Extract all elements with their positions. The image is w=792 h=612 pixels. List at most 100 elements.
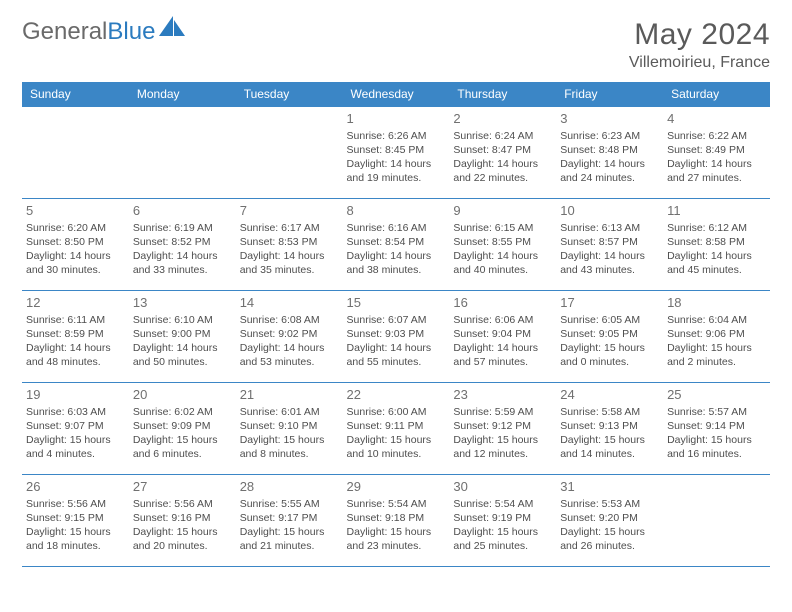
calendar-day-cell: 13Sunrise: 6:10 AMSunset: 9:00 PMDayligh… bbox=[129, 291, 236, 383]
sunrise-line: Sunrise: 5:58 AM bbox=[560, 405, 659, 419]
calendar-day-cell: 24Sunrise: 5:58 AMSunset: 9:13 PMDayligh… bbox=[556, 383, 663, 475]
sunset-line: Sunset: 8:47 PM bbox=[453, 143, 552, 157]
brand-sail-icon bbox=[159, 16, 187, 36]
sunrise-line: Sunrise: 5:56 AM bbox=[133, 497, 232, 511]
calendar-day-cell: 9Sunrise: 6:15 AMSunset: 8:55 PMDaylight… bbox=[449, 199, 556, 291]
calendar-day-cell: 6Sunrise: 6:19 AMSunset: 8:52 PMDaylight… bbox=[129, 199, 236, 291]
brand-text: GeneralBlue bbox=[22, 18, 155, 46]
calendar-week-row: 12Sunrise: 6:11 AMSunset: 8:59 PMDayligh… bbox=[22, 291, 770, 383]
calendar-day-cell: 16Sunrise: 6:06 AMSunset: 9:04 PMDayligh… bbox=[449, 291, 556, 383]
sunrise-line: Sunrise: 6:05 AM bbox=[560, 313, 659, 327]
month-title: May 2024 bbox=[629, 18, 770, 52]
sunrise-line: Sunrise: 5:56 AM bbox=[26, 497, 125, 511]
sunrise-line: Sunrise: 6:01 AM bbox=[240, 405, 339, 419]
sunset-line: Sunset: 9:03 PM bbox=[347, 327, 446, 341]
weekday-header: Monday bbox=[129, 82, 236, 107]
daylight-line: Daylight: 15 hours and 8 minutes. bbox=[240, 433, 339, 461]
day-number: 13 bbox=[133, 294, 232, 312]
calendar-day-cell: 3Sunrise: 6:23 AMSunset: 8:48 PMDaylight… bbox=[556, 107, 663, 199]
day-number: 5 bbox=[26, 202, 125, 220]
sunset-line: Sunset: 8:59 PM bbox=[26, 327, 125, 341]
weekday-header: Wednesday bbox=[343, 82, 450, 107]
calendar-day-cell: 10Sunrise: 6:13 AMSunset: 8:57 PMDayligh… bbox=[556, 199, 663, 291]
day-number: 29 bbox=[347, 478, 446, 496]
calendar-day-cell: 17Sunrise: 6:05 AMSunset: 9:05 PMDayligh… bbox=[556, 291, 663, 383]
sunrise-line: Sunrise: 6:22 AM bbox=[667, 129, 766, 143]
sunrise-line: Sunrise: 6:12 AM bbox=[667, 221, 766, 235]
sunset-line: Sunset: 9:02 PM bbox=[240, 327, 339, 341]
sunrise-line: Sunrise: 5:54 AM bbox=[347, 497, 446, 511]
sunset-line: Sunset: 9:04 PM bbox=[453, 327, 552, 341]
sunrise-line: Sunrise: 6:07 AM bbox=[347, 313, 446, 327]
brand-logo: GeneralBlue bbox=[22, 18, 187, 46]
calendar-day-cell: 26Sunrise: 5:56 AMSunset: 9:15 PMDayligh… bbox=[22, 475, 129, 567]
day-number: 21 bbox=[240, 386, 339, 404]
daylight-line: Daylight: 14 hours and 45 minutes. bbox=[667, 249, 766, 277]
calendar-day-cell: 11Sunrise: 6:12 AMSunset: 8:58 PMDayligh… bbox=[663, 199, 770, 291]
day-number: 11 bbox=[667, 202, 766, 220]
sunset-line: Sunset: 8:53 PM bbox=[240, 235, 339, 249]
title-block: May 2024 Villemoirieu, France bbox=[629, 18, 770, 72]
sunset-line: Sunset: 9:00 PM bbox=[133, 327, 232, 341]
day-number: 4 bbox=[667, 110, 766, 128]
day-number: 17 bbox=[560, 294, 659, 312]
sunrise-line: Sunrise: 6:10 AM bbox=[133, 313, 232, 327]
sunset-line: Sunset: 8:52 PM bbox=[133, 235, 232, 249]
sunrise-line: Sunrise: 5:57 AM bbox=[667, 405, 766, 419]
calendar-day-cell: 27Sunrise: 5:56 AMSunset: 9:16 PMDayligh… bbox=[129, 475, 236, 567]
sunrise-line: Sunrise: 6:16 AM bbox=[347, 221, 446, 235]
daylight-line: Daylight: 14 hours and 30 minutes. bbox=[26, 249, 125, 277]
sunset-line: Sunset: 9:10 PM bbox=[240, 419, 339, 433]
calendar-day-cell: 28Sunrise: 5:55 AMSunset: 9:17 PMDayligh… bbox=[236, 475, 343, 567]
calendar-week-row: 1Sunrise: 6:26 AMSunset: 8:45 PMDaylight… bbox=[22, 107, 770, 199]
daylight-line: Daylight: 15 hours and 20 minutes. bbox=[133, 525, 232, 553]
day-number: 10 bbox=[560, 202, 659, 220]
daylight-line: Daylight: 15 hours and 26 minutes. bbox=[560, 525, 659, 553]
calendar-day-cell: 18Sunrise: 6:04 AMSunset: 9:06 PMDayligh… bbox=[663, 291, 770, 383]
daylight-line: Daylight: 15 hours and 6 minutes. bbox=[133, 433, 232, 461]
calendar-day-cell bbox=[236, 107, 343, 199]
sunset-line: Sunset: 8:50 PM bbox=[26, 235, 125, 249]
calendar-day-cell: 30Sunrise: 5:54 AMSunset: 9:19 PMDayligh… bbox=[449, 475, 556, 567]
calendar-day-cell: 23Sunrise: 5:59 AMSunset: 9:12 PMDayligh… bbox=[449, 383, 556, 475]
calendar-day-cell: 14Sunrise: 6:08 AMSunset: 9:02 PMDayligh… bbox=[236, 291, 343, 383]
calendar-day-cell: 29Sunrise: 5:54 AMSunset: 9:18 PMDayligh… bbox=[343, 475, 450, 567]
sunset-line: Sunset: 9:09 PM bbox=[133, 419, 232, 433]
sunset-line: Sunset: 9:18 PM bbox=[347, 511, 446, 525]
weekday-header: Thursday bbox=[449, 82, 556, 107]
daylight-line: Daylight: 15 hours and 25 minutes. bbox=[453, 525, 552, 553]
sunrise-line: Sunrise: 5:53 AM bbox=[560, 497, 659, 511]
sunrise-line: Sunrise: 5:54 AM bbox=[453, 497, 552, 511]
calendar-day-cell bbox=[22, 107, 129, 199]
day-number: 9 bbox=[453, 202, 552, 220]
sunrise-line: Sunrise: 6:26 AM bbox=[347, 129, 446, 143]
weekday-header: Saturday bbox=[663, 82, 770, 107]
sunset-line: Sunset: 9:16 PM bbox=[133, 511, 232, 525]
calendar-head: SundayMondayTuesdayWednesdayThursdayFrid… bbox=[22, 82, 770, 107]
sunset-line: Sunset: 9:20 PM bbox=[560, 511, 659, 525]
sunset-line: Sunset: 8:58 PM bbox=[667, 235, 766, 249]
day-number: 25 bbox=[667, 386, 766, 404]
sunrise-line: Sunrise: 6:06 AM bbox=[453, 313, 552, 327]
day-number: 3 bbox=[560, 110, 659, 128]
daylight-line: Daylight: 15 hours and 14 minutes. bbox=[560, 433, 659, 461]
day-number: 30 bbox=[453, 478, 552, 496]
brand-general: General bbox=[22, 18, 107, 45]
daylight-line: Daylight: 14 hours and 35 minutes. bbox=[240, 249, 339, 277]
sunrise-line: Sunrise: 6:08 AM bbox=[240, 313, 339, 327]
sunset-line: Sunset: 8:54 PM bbox=[347, 235, 446, 249]
daylight-line: Daylight: 15 hours and 16 minutes. bbox=[667, 433, 766, 461]
sunset-line: Sunset: 9:06 PM bbox=[667, 327, 766, 341]
sunrise-line: Sunrise: 6:17 AM bbox=[240, 221, 339, 235]
sunset-line: Sunset: 9:17 PM bbox=[240, 511, 339, 525]
daylight-line: Daylight: 14 hours and 50 minutes. bbox=[133, 341, 232, 369]
sunrise-line: Sunrise: 6:20 AM bbox=[26, 221, 125, 235]
sunrise-line: Sunrise: 6:02 AM bbox=[133, 405, 232, 419]
calendar-day-cell: 25Sunrise: 5:57 AMSunset: 9:14 PMDayligh… bbox=[663, 383, 770, 475]
sunset-line: Sunset: 8:48 PM bbox=[560, 143, 659, 157]
sunrise-line: Sunrise: 6:11 AM bbox=[26, 313, 125, 327]
calendar-day-cell: 4Sunrise: 6:22 AMSunset: 8:49 PMDaylight… bbox=[663, 107, 770, 199]
daylight-line: Daylight: 14 hours and 48 minutes. bbox=[26, 341, 125, 369]
calendar-day-cell: 1Sunrise: 6:26 AMSunset: 8:45 PMDaylight… bbox=[343, 107, 450, 199]
weekday-header: Tuesday bbox=[236, 82, 343, 107]
